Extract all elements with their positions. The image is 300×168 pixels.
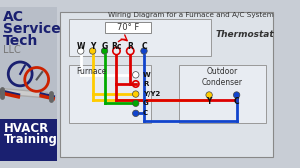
Circle shape xyxy=(141,48,147,54)
Text: Outdoor
Condenser: Outdoor Condenser xyxy=(201,68,242,87)
Text: W: W xyxy=(76,42,85,51)
Text: R: R xyxy=(143,81,148,87)
Text: AC: AC xyxy=(3,10,24,24)
Text: Service: Service xyxy=(3,22,61,36)
FancyBboxPatch shape xyxy=(179,65,266,122)
Text: Wiring Diagram for a Furnace and A/C System: Wiring Diagram for a Furnace and A/C Sys… xyxy=(108,12,274,18)
FancyBboxPatch shape xyxy=(0,119,57,161)
Text: C: C xyxy=(141,42,147,51)
Text: W: W xyxy=(143,72,151,78)
Circle shape xyxy=(133,110,139,117)
Text: Tech: Tech xyxy=(3,34,38,48)
Circle shape xyxy=(89,48,96,54)
Text: Thermostat: Thermostat xyxy=(215,30,274,39)
Text: G: G xyxy=(101,42,108,51)
Circle shape xyxy=(101,48,108,54)
Circle shape xyxy=(77,48,84,54)
Text: Y: Y xyxy=(206,97,212,106)
Circle shape xyxy=(133,91,139,97)
Circle shape xyxy=(233,92,240,98)
FancyBboxPatch shape xyxy=(0,7,57,119)
Text: 70° F: 70° F xyxy=(117,23,140,32)
Circle shape xyxy=(133,72,139,78)
Text: R: R xyxy=(127,42,133,51)
Text: Y: Y xyxy=(90,42,95,51)
Text: C: C xyxy=(234,97,239,106)
Text: Training: Training xyxy=(4,133,58,146)
FancyBboxPatch shape xyxy=(106,22,151,33)
Circle shape xyxy=(206,92,212,98)
FancyBboxPatch shape xyxy=(60,12,273,157)
Text: LLC: LLC xyxy=(3,45,20,55)
Circle shape xyxy=(133,100,139,107)
Text: C: C xyxy=(143,110,148,116)
Text: Rc: Rc xyxy=(111,42,122,51)
Text: HVACR: HVACR xyxy=(4,122,49,135)
Text: G: G xyxy=(143,100,149,106)
Text: Furnace: Furnace xyxy=(76,68,107,76)
FancyBboxPatch shape xyxy=(69,19,211,56)
Text: Y/Y2: Y/Y2 xyxy=(143,91,160,97)
FancyBboxPatch shape xyxy=(69,65,151,122)
